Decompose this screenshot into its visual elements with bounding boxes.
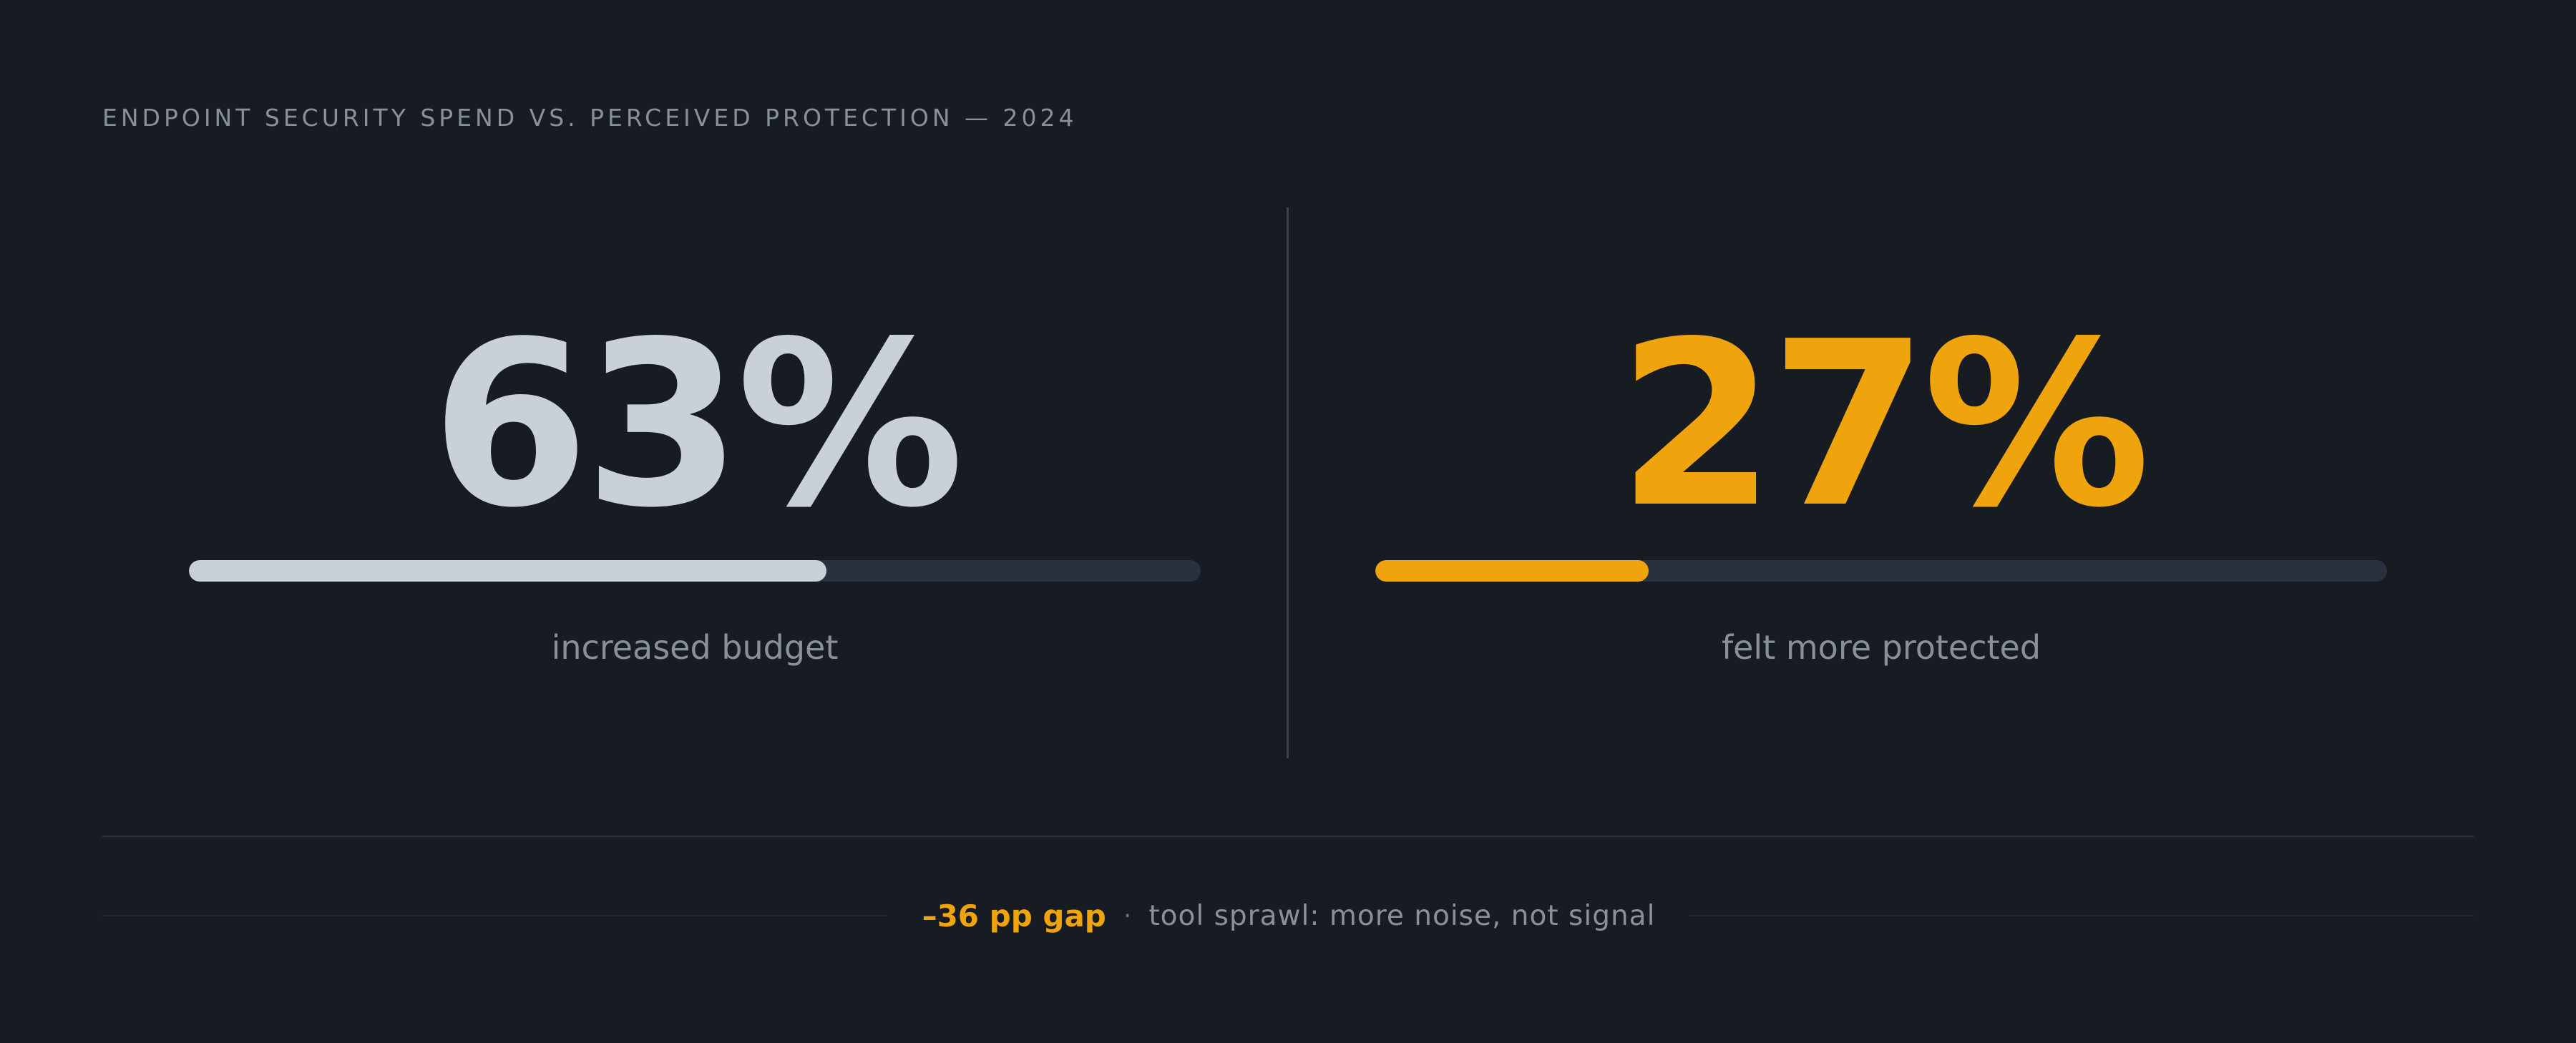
footer-rule-left [102,915,887,916]
gap-label: –36 pp gap [922,898,1106,934]
progress-track [1375,560,2387,582]
footer-note: tool sprawl: more noise, not signal [1148,899,1656,932]
stat-caption: felt more protected [1721,628,2041,667]
stat-caption: increased budget [551,628,839,667]
stat-value-label: 27% [1617,293,2150,557]
progress-track [189,560,1201,582]
footer-content: –36 pp gap · tool sprawl: more noise, no… [887,898,1690,934]
chart-title: ENDPOINT SECURITY SPEND VS. PERCEIVED PR… [102,104,1078,132]
progress-fill [189,560,826,582]
stat-value-label: 63% [431,293,964,557]
footer-annotation: –36 pp gap · tool sprawl: more noise, no… [102,883,2474,948]
separator-dot: · [1123,901,1132,931]
progress-fill [1375,560,1649,582]
vertical-divider [1287,207,1289,758]
horizontal-divider [102,836,2474,837]
footer-rule-right [1689,915,2474,916]
